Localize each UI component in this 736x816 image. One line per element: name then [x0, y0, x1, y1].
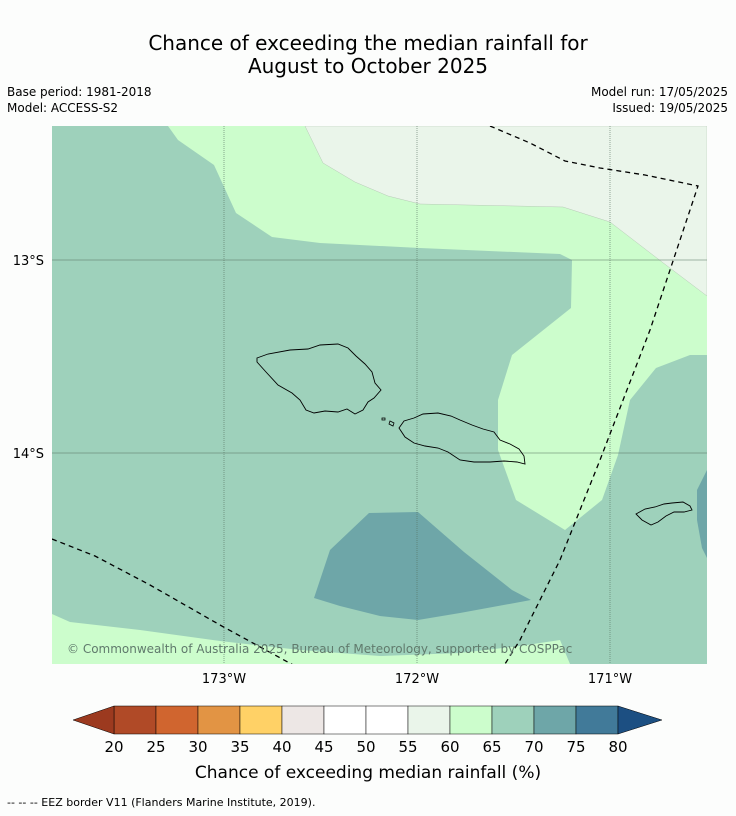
- lon-label-171w: 171°W: [588, 672, 632, 687]
- lon-label-172w: 172°W: [395, 672, 439, 687]
- colorbar-tick-50: 50: [356, 738, 375, 756]
- eez-legend: -- -- -- EEZ border V11 (Flanders Marine…: [7, 796, 316, 809]
- base-period: Base period: 1981-2018: [7, 85, 152, 99]
- colorbar-tick-20: 20: [104, 738, 123, 756]
- tutuila-island: [635, 501, 693, 526]
- colorbar-bin-40-45: [281, 705, 325, 735]
- colorbar-bin-60-65: [449, 705, 493, 735]
- colorbar-tick-55: 55: [398, 738, 417, 756]
- apolima-island: [388, 420, 395, 427]
- colorbar: 20 25 30 35 40 45 50 55 60 65 70 75 80: [72, 705, 663, 756]
- map-area: © Commonwealth of Australia 2025, Bureau…: [52, 126, 707, 664]
- band-70-75-east: [697, 470, 707, 558]
- band-70-75-south: [314, 512, 531, 620]
- colorbar-tick-40: 40: [272, 738, 291, 756]
- chart-title-line1: Chance of exceeding the median rainfall …: [148, 31, 588, 55]
- band-55-60: [304, 126, 707, 297]
- model-name: Model: ACCESS-S2: [7, 101, 119, 115]
- colorbar-bin-35-40: [239, 705, 283, 735]
- colorbar-tick-25: 25: [146, 738, 165, 756]
- colorbar-bin-55-60: [407, 705, 451, 735]
- colorbar-tick-80: 80: [608, 738, 627, 756]
- colorbar-tick-30: 30: [188, 738, 207, 756]
- lat-label-13s: 13°S: [13, 254, 44, 269]
- colorbar-tick-70: 70: [524, 738, 543, 756]
- colorbar-over-arrow: [617, 705, 663, 735]
- colorbar-tick-75: 75: [566, 738, 585, 756]
- colorbar-tick-60: 60: [440, 738, 459, 756]
- colorbar-bin-70-75: [533, 705, 577, 735]
- lon-label-173w: 173°W: [202, 672, 246, 687]
- colorbar-tick-35: 35: [230, 738, 249, 756]
- copyright-text: © Commonwealth of Australia 2025, Bureau…: [67, 642, 572, 656]
- colorbar-tick-65: 65: [482, 738, 501, 756]
- model-run: Model run: 17/05/2025: [590, 85, 728, 99]
- gridlines: [52, 126, 707, 664]
- meta-left: Base period: 1981-2018 Model: ACCESS-S2: [7, 84, 152, 116]
- upolu-island: [398, 412, 526, 465]
- colorbar-under-arrow: [72, 705, 115, 735]
- colorbar-bin-45-50: [323, 705, 367, 735]
- manono-island: [381, 417, 386, 421]
- colorbar-bin-30-35: [197, 705, 241, 735]
- colorbar-bin-20-25: [113, 705, 157, 735]
- eez-border-east: [489, 126, 699, 664]
- colorbar-bin-50-55: [365, 705, 409, 735]
- meta-right: Model run: 17/05/2025 Issued: 19/05/2025: [591, 84, 728, 116]
- colorbar-label: Chance of exceeding median rainfall (%): [195, 763, 541, 783]
- savaii-island: [256, 343, 382, 415]
- chart-title-line2: August to October 2025: [247, 54, 489, 78]
- band-60-65-south: [52, 614, 570, 664]
- colorbar-bin-65-70: [491, 705, 535, 735]
- colorbar-tick-45: 45: [314, 738, 333, 756]
- colorbar-bin-75-80: [575, 705, 619, 735]
- band-60-65-north: [168, 126, 707, 530]
- lat-label-14s: 14°S: [13, 447, 44, 462]
- colorbar-bin-25-30: [155, 705, 199, 735]
- eez-border-west: [52, 538, 293, 664]
- issued-date: Issued: 19/05/2025: [612, 101, 728, 115]
